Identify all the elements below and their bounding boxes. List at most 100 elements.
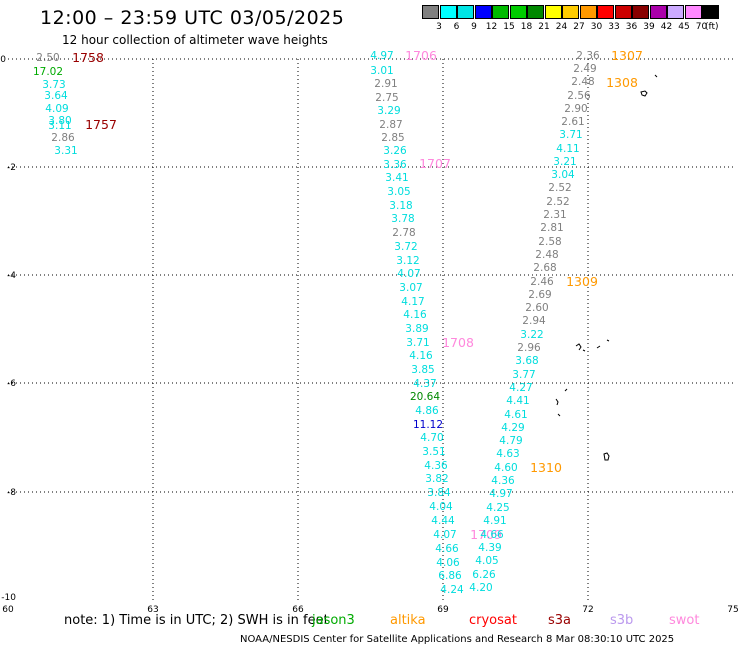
- pass-time-label: 1706: [405, 48, 437, 63]
- legend-s3a: s3a: [548, 613, 572, 628]
- legend-cryosat: cryosat: [469, 613, 517, 628]
- wave-height-value: 4.25: [486, 502, 509, 514]
- wave-height-value: 6.86: [438, 570, 462, 582]
- wave-height-value: 2.52: [548, 182, 571, 194]
- wave-height-value: 3.18: [389, 200, 412, 212]
- wave-height-value: 2.58: [538, 236, 561, 248]
- wave-height-value: 2.81: [540, 222, 563, 234]
- wave-height-value: 4.66: [480, 529, 504, 541]
- wave-height-value: 4.04: [429, 501, 453, 513]
- wave-height-value: 4.09: [45, 103, 68, 115]
- wave-height-value: 20.64: [410, 391, 440, 403]
- wave-height-value: 2.48: [571, 76, 594, 88]
- scale-swatch: [439, 5, 457, 19]
- wave-height-value: 3.73: [42, 79, 65, 91]
- scale-label: (ft): [705, 22, 719, 32]
- scale-swatch: [474, 5, 492, 19]
- wave-height-value: 17.02: [33, 66, 63, 78]
- scale-swatch: [527, 5, 544, 19]
- scale-swatch: [632, 5, 649, 19]
- scale-label: 3: [436, 22, 442, 32]
- wave-height-value: 2.48: [535, 249, 558, 261]
- wave-height-value: 2.49: [573, 63, 596, 75]
- wave-height-value: 4.79: [499, 435, 522, 447]
- y-tick-label: -8: [7, 488, 16, 498]
- wave-height-value: 4.91: [483, 515, 506, 527]
- wave-height-value: 3.82: [425, 473, 448, 485]
- wave-height-value: 3.05: [387, 186, 410, 198]
- scale-swatch: [597, 5, 614, 19]
- x-tick-label: 63: [147, 605, 158, 615]
- wave-height-value: 3.12: [396, 255, 419, 267]
- wave-height-value: 4.36: [424, 460, 448, 472]
- scale-label: 30: [590, 22, 603, 32]
- wave-height-value: 4.70: [420, 432, 443, 444]
- wave-height-value: 3.80: [48, 115, 71, 127]
- wave-height-value: 3.41: [385, 172, 408, 184]
- scale-swatch: [492, 5, 509, 19]
- legend-jason3: jason3: [312, 613, 355, 628]
- wave-height-value: 3.72: [394, 241, 417, 253]
- wave-height-value: 4.07: [433, 529, 456, 541]
- scale-swatch: [509, 5, 527, 19]
- wave-height-value: 4.37: [413, 378, 436, 390]
- scale-swatch: [544, 5, 562, 19]
- wave-height-value: 4.06: [436, 557, 460, 569]
- pass-time-label: 1307: [611, 48, 643, 63]
- scale-label: 39: [643, 22, 655, 32]
- scale-swatch: [649, 5, 667, 19]
- wave-height-value: 4.86: [415, 405, 439, 417]
- wave-height-value: 2.85: [381, 132, 404, 144]
- scale-label: 24: [555, 22, 568, 32]
- wave-height-value: 2.91: [374, 78, 397, 90]
- pass-time-label: 1707: [419, 156, 451, 171]
- wave-height-value: 2.36: [576, 50, 600, 62]
- wave-height-value: 4.20: [469, 582, 492, 594]
- wave-height-value: 3.89: [405, 323, 428, 335]
- x-tick-label: 60: [2, 605, 14, 615]
- scale-label: 6: [453, 22, 460, 32]
- wave-height-value: 3.04: [551, 169, 575, 181]
- wave-height-value: 3.85: [411, 364, 434, 376]
- wave-height-value: 4.11: [556, 143, 579, 155]
- wave-height-value: 3.01: [370, 65, 393, 77]
- scale-swatch: [457, 5, 474, 19]
- note-text: note: 1) Time is in UTC; 2) SWH is in fe…: [64, 613, 329, 628]
- x-tick-label: 75: [727, 605, 738, 615]
- y-tick-label: -6: [7, 379, 16, 389]
- wave-height-value: 4.16: [403, 309, 427, 321]
- wave-height-value: 4.05: [475, 555, 498, 567]
- wave-height-value: 4.27: [509, 382, 532, 394]
- legend-s3b: s3b: [610, 613, 634, 628]
- map-title: 12:00 – 23:59 UTC 03/05/2025: [40, 7, 345, 29]
- pass-time-label: 1310: [530, 460, 562, 475]
- wave-height-value: 3.07: [399, 282, 422, 294]
- wave-height-value: 2.78: [392, 227, 415, 239]
- wave-height-value: 6.26: [472, 569, 496, 581]
- wave-height-value: 2.96: [517, 342, 541, 354]
- wave-height-value: 4.24: [440, 584, 464, 596]
- wave-height-value: 3.68: [515, 355, 538, 367]
- wave-height-value: 2.86: [51, 132, 75, 144]
- map-subtitle: 12 hour collection of altimeter wave hei…: [62, 33, 328, 47]
- scale-label: 21: [538, 22, 550, 32]
- scale-label: 9: [471, 22, 477, 32]
- scale-swatch: [422, 5, 439, 19]
- scale-label: 33: [608, 22, 620, 32]
- island-shape: [603, 452, 610, 461]
- wave-height-value: 2.61: [561, 116, 584, 128]
- wave-height-value: 3.78: [391, 213, 414, 225]
- wave-height-value: 4.29: [501, 422, 524, 434]
- pass-time-label: 1308: [606, 75, 638, 90]
- wave-height-value: 3.26: [383, 145, 407, 157]
- wave-height-value: 3.21: [553, 156, 576, 168]
- scale-swatch: [579, 5, 597, 19]
- wave-height-value: 4.66: [435, 543, 459, 555]
- pass-time-label: 1757: [85, 117, 117, 132]
- wave-height-value: 4.36: [491, 475, 515, 487]
- wave-height-value: 4.17: [401, 296, 424, 308]
- wave-height-value: 2.46: [530, 276, 554, 288]
- wave-height-value: 11.12: [413, 419, 443, 431]
- scale-label: 42: [660, 22, 673, 32]
